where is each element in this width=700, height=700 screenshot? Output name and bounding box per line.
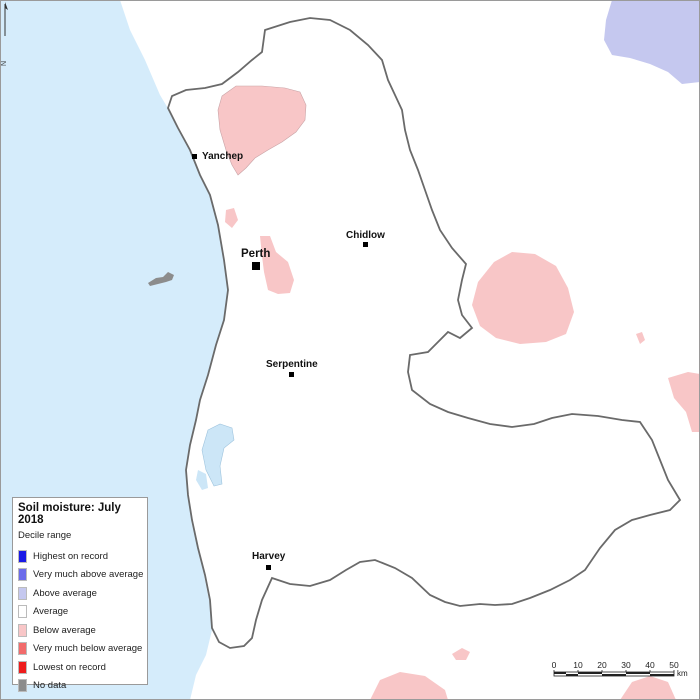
scale-tick-label: 40 [645, 660, 655, 670]
place-label-serpentine: Serpentine [266, 359, 318, 370]
legend-item-no-data: No data [18, 677, 142, 696]
legend-item-very-much-below: Very much below average [18, 640, 142, 659]
legend-swatch [18, 605, 27, 619]
legend-label: No data [33, 680, 67, 692]
legend-title: Soil moisture: July 2018 [18, 502, 121, 526]
above-average-patch [604, 0, 700, 84]
island [148, 272, 174, 286]
legend-swatch [18, 623, 27, 637]
legend-subtitle: Decile range [18, 530, 72, 541]
legend-item-lowest: Lowest on record [18, 658, 142, 677]
legend-label: Highest on record [33, 550, 108, 562]
legend-item-very-much-above: Very much above average [18, 566, 144, 585]
place-marker-yanchep [192, 154, 197, 159]
place-label-perth: Perth [241, 248, 271, 260]
legend-label: Very much below average [33, 643, 143, 655]
below-average-patch-bottom-right [620, 676, 676, 700]
below-average-patch-perth [260, 236, 294, 294]
below-average-patch-bottom-small [452, 648, 470, 660]
legend-item-highest: Highest on record [18, 547, 142, 566]
legend-swatch [18, 549, 27, 563]
legend-swatch [18, 642, 27, 656]
scale-tick-label: 50 [669, 660, 679, 670]
place-label-harvey: Harvey [252, 551, 286, 562]
place-label-chidlow: Chidlow [346, 230, 385, 241]
waterbody [201, 423, 235, 487]
legend-swatch [18, 586, 27, 600]
below-average-patch-east [472, 252, 574, 344]
legend-item-above: Above average [18, 584, 142, 603]
below-average-patch-far-east [668, 372, 700, 432]
below-average-patch-yanchep [217, 85, 307, 176]
scale-bar: 0 10 20 30 40 50 km [548, 660, 688, 684]
legend-swatch [18, 568, 27, 582]
waterbody-small [196, 470, 208, 490]
scale-unit-label: km [677, 669, 688, 678]
north-arrow-icon [4, 2, 8, 36]
legend-swatch [18, 679, 27, 693]
below-average-patch-tiny [636, 332, 645, 344]
north-letter: N [1, 60, 9, 67]
legend: Soil moisture: July 2018 Decile range Hi… [12, 497, 148, 693]
scale-bar-graphic [553, 670, 675, 677]
legend-item-below: Below average [18, 621, 142, 640]
legend-label: Average [33, 606, 69, 618]
legend-label: Below average [33, 624, 96, 636]
place-marker-perth [252, 262, 260, 270]
legend-label: Above average [33, 587, 97, 599]
place-marker-chidlow [363, 242, 368, 247]
place-marker-harvey [266, 565, 271, 570]
scale-tick-label: 30 [621, 660, 631, 670]
place-marker-serpentine [289, 372, 294, 377]
legend-item-average: Average [18, 603, 142, 622]
place-label-yanchep: Yanchep [202, 151, 244, 162]
scale-tick-label: 10 [573, 660, 583, 670]
region-outline [167, 17, 682, 649]
legend-label: Very much above average [33, 569, 144, 581]
legend-label: Lowest on record [33, 661, 106, 673]
below-average-patch-bottom [370, 672, 448, 700]
legend-swatch [18, 660, 27, 674]
below-average-patch-small [225, 208, 238, 228]
scale-tick-label: 0 [551, 660, 557, 670]
scale-tick-label: 20 [597, 660, 607, 670]
